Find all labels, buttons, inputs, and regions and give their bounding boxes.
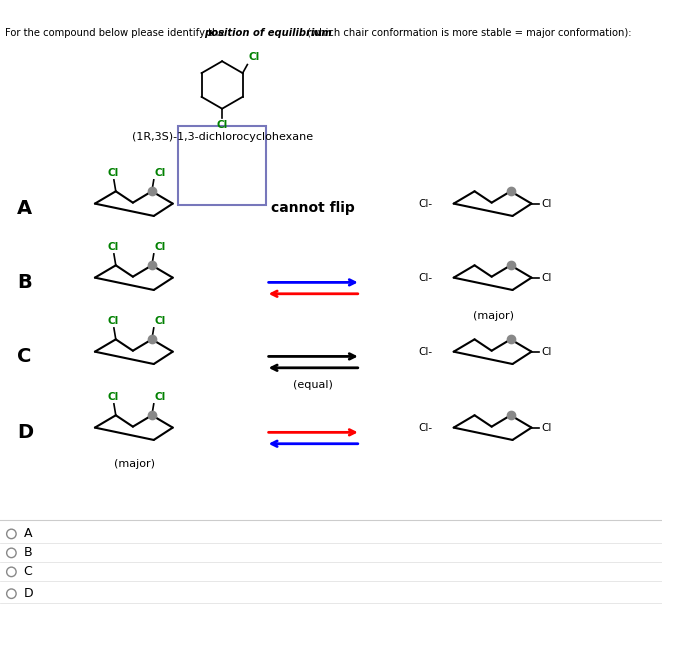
Text: Cl: Cl (107, 316, 118, 326)
Text: B: B (24, 546, 32, 559)
Text: cannot flip: cannot flip (271, 201, 355, 215)
Text: Cl: Cl (155, 242, 166, 252)
Text: Cl: Cl (107, 242, 118, 252)
Text: Cl: Cl (541, 347, 551, 356)
Text: For the compound below please identify the: For the compound below please identify t… (5, 28, 227, 38)
Text: (major): (major) (114, 459, 155, 469)
Text: B: B (17, 273, 32, 292)
Text: D: D (17, 423, 33, 442)
Text: position of equilibrium: position of equilibrium (204, 28, 332, 38)
Text: Cl-: Cl- (419, 347, 433, 356)
Text: Cl: Cl (248, 52, 259, 61)
Text: (equal): (equal) (293, 380, 333, 390)
Bar (178, 126, 266, 205)
Text: C: C (24, 565, 33, 578)
Text: Cl: Cl (217, 120, 228, 130)
Text: Cl: Cl (541, 422, 551, 432)
Text: (major): (major) (473, 311, 514, 321)
Text: Cl: Cl (155, 316, 166, 326)
Text: (which chair conformation is more stable = major conformation):: (which chair conformation is more stable… (304, 28, 631, 38)
Text: Cl: Cl (541, 273, 551, 283)
Text: Cl-: Cl- (419, 422, 433, 432)
Text: A: A (24, 527, 32, 540)
Text: Cl: Cl (541, 199, 551, 209)
Text: Cl: Cl (155, 168, 166, 178)
Text: Cl: Cl (107, 392, 118, 402)
Text: A: A (17, 199, 32, 218)
Text: Cl-: Cl- (419, 273, 433, 283)
Text: Cl: Cl (107, 168, 118, 178)
Text: Cl-: Cl- (419, 199, 433, 209)
Text: D: D (24, 587, 33, 600)
Text: (1R,3S)-1,3-dichlorocyclohexane: (1R,3S)-1,3-dichlorocyclohexane (132, 132, 313, 143)
Text: C: C (17, 347, 31, 366)
Text: Cl: Cl (155, 392, 166, 402)
